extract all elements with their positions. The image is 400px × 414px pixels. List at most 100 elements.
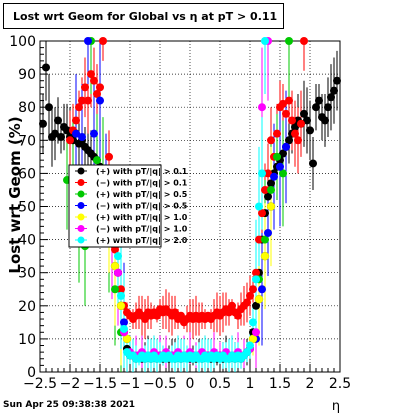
x-tick-label: 0.5 [209,376,231,392]
data-point [81,83,89,92]
data-point [261,185,269,194]
data-point [258,209,266,218]
data-point [84,96,92,105]
data-point [264,228,272,237]
data-point [282,109,290,118]
legend-marker [77,202,85,209]
data-point [249,318,257,327]
x-tick-label: −2.5 [23,376,57,392]
data-point [288,116,296,125]
data-point [258,285,266,294]
y-axis-label: Lost wrt Geom (%) [6,116,24,273]
legend-marker [77,190,85,198]
data-point [276,162,284,171]
data-point [255,202,263,211]
data-point [273,129,281,138]
data-point [243,298,251,307]
data-point [75,103,83,112]
data-point [72,116,80,125]
data-point [315,96,323,105]
y-tick-label: 30 [18,266,36,282]
data-point [267,185,275,194]
data-point [300,37,308,45]
data-point [267,136,275,145]
data-point [252,268,260,277]
data-point [225,308,233,317]
data-point [285,37,293,45]
y-tick-label: 50 [18,200,36,216]
y-tick-label: 70 [18,133,36,149]
data-point [252,275,260,284]
data-point [249,285,257,294]
data-point [228,301,236,310]
data-point [279,169,287,178]
x-axis-label: η [332,399,340,414]
data-point [45,103,53,112]
legend-marker [77,167,85,175]
y-tick-label: 80 [18,100,36,116]
data-point [285,136,293,145]
chart-title: Lost wrt Geom for Global vs η at pT > 0.… [3,3,284,29]
data-point [291,123,299,132]
data-point [327,93,335,102]
data-point [294,136,302,145]
legend-marker [77,225,85,232]
data-point [177,311,185,320]
data-point [300,109,308,118]
data-point [306,126,314,135]
legend-entry: (−) with pT/|q| > 0.1 [96,179,188,188]
data-point [243,348,251,357]
data-point [111,245,119,254]
data-point [266,202,276,211]
y-tick-label: 60 [18,166,36,182]
data-point [114,268,122,277]
data-point [105,152,113,161]
data-point [260,251,270,261]
legend-entry: (−) with pT/|q| > 0.5 [96,202,188,211]
data-point [116,301,126,311]
data-point [291,129,299,138]
data-point [333,76,341,85]
data-point [254,294,264,304]
data-point [93,89,101,98]
data-point [111,285,119,294]
data-point [42,63,50,72]
legend: (+) with pT/|q| > 0.1 (−) with pT/|q| > 0… [68,164,188,248]
data-point [78,96,86,105]
data-point [39,119,47,128]
data-point [297,119,305,128]
data-point [261,37,269,45]
data-point [90,76,98,85]
y-tick-label: 40 [18,233,36,249]
data-point [51,129,59,138]
data-point [87,70,95,79]
x-tick-label: 1 [246,376,255,392]
timestamp-footer: Sun Apr 25 09:38:38 2021 [3,400,136,410]
data-point [261,235,269,244]
y-tick-label: 20 [18,299,36,315]
data-point [90,129,98,138]
data-point [114,252,122,261]
x-tick-label: 0 [186,376,195,392]
data-point [99,37,107,45]
data-point [309,159,317,168]
data-point [141,315,149,324]
data-point [78,132,86,141]
data-point [270,172,278,181]
x-tick-label: −1.5 [83,376,117,392]
data-point [66,136,74,145]
data-point [252,301,260,310]
legend-entry: (+) with pT/|q| > 2.0 [96,236,188,245]
data-point [252,328,260,337]
data-point [264,192,272,201]
data-point [57,132,65,141]
y-tick-label: 10 [18,332,36,348]
data-point [84,37,92,45]
data-point [96,96,104,105]
legend-marker [77,213,85,221]
x-tick-label: −0.5 [143,376,177,392]
data-point [267,179,275,188]
data-points [39,37,341,363]
data-point [285,96,293,105]
data-point [72,129,80,138]
